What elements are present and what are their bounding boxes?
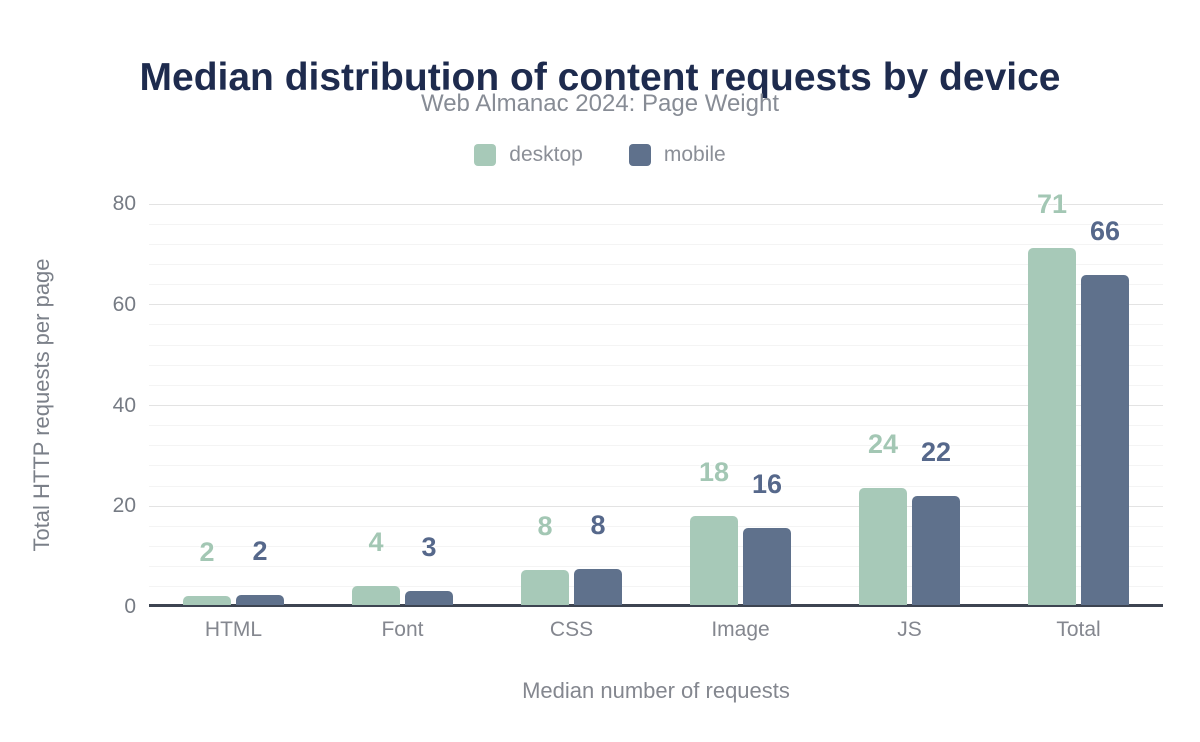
- x-label-css: CSS: [549, 618, 594, 641]
- x-label-js: JS: [897, 618, 922, 641]
- value-label-mobile-image: 16: [751, 469, 783, 500]
- legend-item-desktop[interactable]: desktop: [474, 143, 583, 167]
- legend-label-mobile: mobile: [663, 143, 726, 166]
- value-label-mobile-font: 3: [421, 531, 437, 562]
- minor-gridline-4: [149, 586, 1163, 588]
- y-tick-60: 60: [112, 292, 136, 316]
- minor-gridline-56: [149, 324, 1163, 326]
- minor-gridline-12: [149, 546, 1163, 548]
- value-label-mobile-total: 66: [1089, 216, 1121, 247]
- major-gridline-80: [149, 203, 1163, 205]
- x-label-font: Font: [381, 618, 424, 641]
- bar-mobile-image: 16: [743, 469, 791, 605]
- y-tick-0: 0: [124, 595, 136, 618]
- value-label-mobile-html: 2: [252, 536, 268, 567]
- minor-gridline-52: [149, 344, 1163, 346]
- bar-mobile-font: 3: [405, 532, 453, 605]
- minor-gridline-8: [149, 566, 1163, 568]
- value-label-desktop-css: 8: [537, 510, 553, 541]
- bar-mobile-js: 22: [912, 437, 960, 605]
- bar-group-total: 71 66: [1028, 189, 1129, 605]
- x-label-image: Image: [711, 618, 770, 641]
- y-tick-20: 20: [112, 494, 136, 518]
- bar-mobile-css: 8: [574, 510, 622, 605]
- bar-desktop-font: 4: [352, 527, 400, 605]
- legend: desktop mobile: [0, 143, 1200, 167]
- bar-group-js: 24 22: [859, 429, 960, 605]
- bar-mobile-total: 66: [1081, 216, 1129, 605]
- minor-gridline-16: [149, 525, 1163, 527]
- value-label-desktop-js: 24: [867, 428, 899, 459]
- minor-gridline-32: [149, 445, 1163, 447]
- bar-desktop-image: 18: [690, 457, 738, 605]
- y-tick-40: 40: [112, 393, 136, 417]
- value-label-mobile-js: 22: [920, 436, 952, 467]
- minor-gridline-72: [149, 243, 1163, 245]
- x-axis-line: [149, 604, 1163, 607]
- bar-desktop-js: 24: [859, 429, 907, 605]
- x-label-html: HTML: [204, 618, 263, 641]
- value-label-mobile-css: 8: [590, 510, 606, 541]
- plot-area: 2 2 4 3 8 8 18 16 24 22 71 66: [149, 189, 1163, 607]
- x-axis-title: Median number of requests: [522, 678, 790, 703]
- legend-swatch-mobile: [628, 144, 651, 166]
- bar-group-image: 18 16: [690, 457, 791, 605]
- major-gridline-20: [149, 505, 1163, 507]
- minor-gridline-48: [149, 364, 1163, 366]
- x-label-total: Total: [1056, 618, 1101, 641]
- minor-gridline-68: [149, 263, 1163, 265]
- y-tick-80: 80: [112, 192, 136, 215]
- bar-mobile-html: 2: [236, 536, 284, 605]
- value-label-desktop-total: 71: [1036, 189, 1068, 220]
- major-gridline-60: [149, 304, 1163, 306]
- minor-gridline-24: [149, 485, 1163, 487]
- legend-item-mobile[interactable]: mobile: [628, 143, 726, 167]
- legend-label-desktop: desktop: [509, 143, 583, 166]
- value-label-desktop-font: 4: [368, 527, 384, 558]
- legend-swatch-desktop: [474, 144, 497, 166]
- minor-gridline-64: [149, 284, 1163, 286]
- minor-gridline-44: [149, 384, 1163, 386]
- minor-gridline-28: [149, 465, 1163, 467]
- major-gridline-40: [149, 405, 1163, 406]
- bar-desktop-css: 8: [521, 511, 569, 605]
- minor-gridline-36: [149, 425, 1163, 427]
- minor-gridline-76: [149, 223, 1163, 225]
- bar-desktop-html: 2: [183, 537, 231, 605]
- page-subtitle: Web Almanac 2024: Page Weight: [420, 90, 779, 117]
- value-label-desktop-image: 18: [698, 456, 730, 487]
- bar-desktop-total: 71: [1028, 189, 1076, 605]
- value-label-desktop-html: 2: [199, 536, 215, 567]
- page-title: Median distribution of content requests …: [139, 56, 1061, 100]
